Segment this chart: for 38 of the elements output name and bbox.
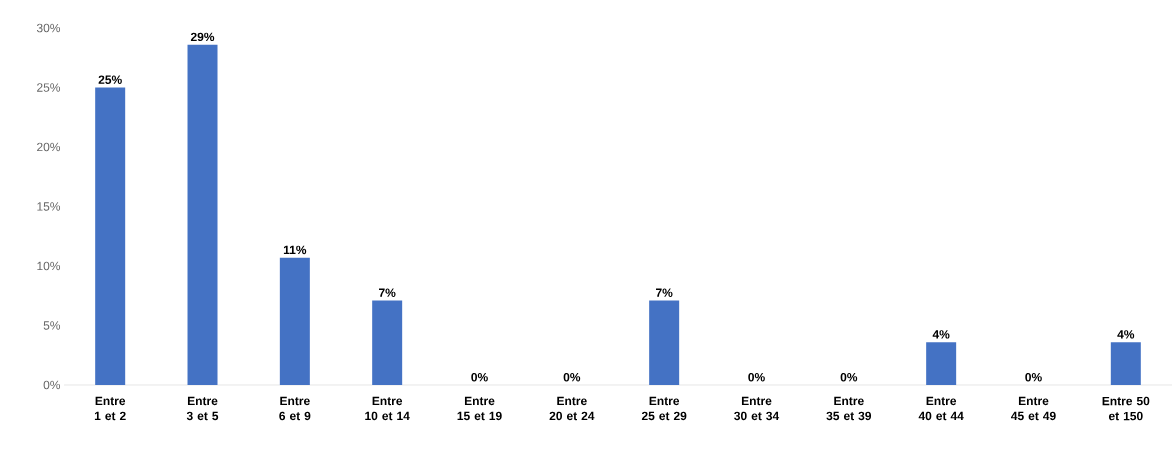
- bar: [649, 300, 680, 385]
- data-label: 7%: [379, 288, 396, 297]
- y-tick-label: 20%: [37, 142, 61, 152]
- x-tick-label: Entre 35 et 39: [826, 396, 872, 421]
- bar: [1110, 342, 1141, 385]
- bar: [187, 44, 218, 385]
- data-label: 4%: [932, 330, 950, 339]
- x-tick-label: Entre 6 et 9: [279, 396, 311, 421]
- x-tick-label: Entre 50 et 150: [1102, 396, 1150, 421]
- data-label: 11%: [283, 245, 307, 255]
- data-label: 4%: [1117, 330, 1135, 339]
- data-label: 0%: [748, 372, 765, 382]
- x-tick-label: Entre 45 et 49: [1010, 396, 1056, 421]
- y-tick-label: 5%: [43, 321, 61, 330]
- data-label: 7%: [656, 288, 673, 297]
- y-tick-label: 0%: [43, 380, 61, 390]
- x-tick-label: Entre 30 et 34: [734, 396, 780, 421]
- x-tick-label: Entre 1 et 2: [94, 396, 126, 421]
- data-label: 25%: [98, 75, 122, 84]
- x-tick-label: Entre 25 et 29: [641, 396, 687, 421]
- x-tick-label: Entre 10 et 14: [365, 396, 410, 421]
- data-label: 0%: [840, 372, 858, 382]
- bar: [926, 342, 957, 385]
- bar: [95, 87, 126, 385]
- x-tick-label: Entre 15 et 19: [457, 396, 502, 421]
- x-tick-label: Entre 20 et 24: [549, 396, 595, 421]
- x-tick-label: Entre 40 et 44: [918, 396, 964, 421]
- data-label: 0%: [471, 372, 488, 382]
- data-label: 0%: [1025, 372, 1042, 382]
- bar: [372, 300, 403, 385]
- y-tick-label: 30%: [36, 23, 61, 33]
- x-tick-label: Entre 3 et 5: [186, 396, 219, 421]
- y-tick-label: 10%: [37, 261, 61, 271]
- data-label: 29%: [190, 32, 215, 42]
- data-label: 0%: [563, 372, 581, 382]
- bar: [279, 257, 310, 385]
- y-tick-label: 25%: [37, 83, 61, 92]
- y-tick-label: 15%: [37, 202, 61, 211]
